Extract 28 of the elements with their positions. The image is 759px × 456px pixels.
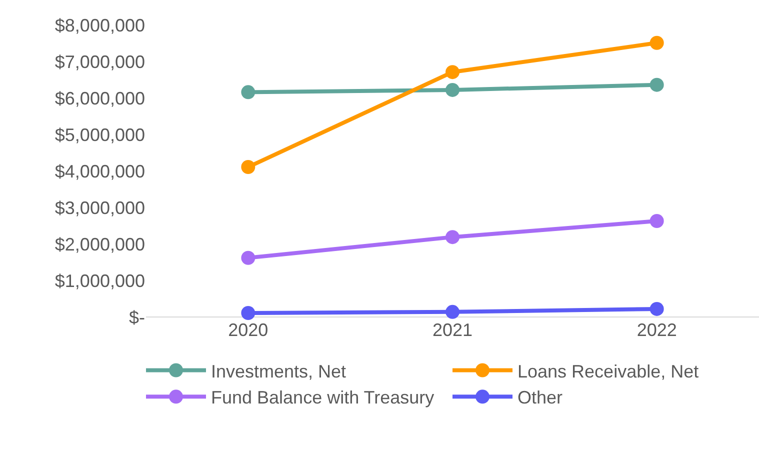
y-tick-label: $8,000,000	[54, 15, 145, 36]
x-tick-label: 2021	[432, 320, 473, 340]
point	[650, 36, 664, 50]
point	[241, 160, 256, 174]
y-tick-label: $1,000,000	[54, 270, 145, 291]
y-tick-label: $3,000,000	[54, 198, 145, 218]
x-tick-label: 2020	[228, 320, 268, 340]
y-tick-label: $2,000,000	[54, 234, 145, 254]
y-tick-label: $5,000,000	[54, 124, 145, 145]
point	[650, 78, 664, 92]
legend-label: Fund Balance with Treasury	[211, 388, 434, 408]
y-tick-label: $6,000,000	[54, 88, 145, 108]
point	[446, 304, 460, 319]
point	[446, 82, 460, 97]
legend-label: Loans Receivable, Net	[518, 361, 699, 382]
point	[446, 230, 460, 244]
point	[241, 85, 256, 100]
y-tick-label: $4,000,000	[54, 161, 145, 182]
point	[241, 250, 256, 265]
point	[650, 302, 664, 316]
legend-label: Investments, Net	[211, 361, 346, 382]
x-tick-label: 2022	[636, 320, 677, 340]
point	[446, 65, 460, 80]
legend-label: Other	[518, 388, 563, 408]
y-tick-label: $-	[128, 307, 145, 328]
point	[241, 306, 256, 320]
point	[650, 214, 664, 228]
y-tick-label: $7,000,000	[54, 52, 145, 72]
